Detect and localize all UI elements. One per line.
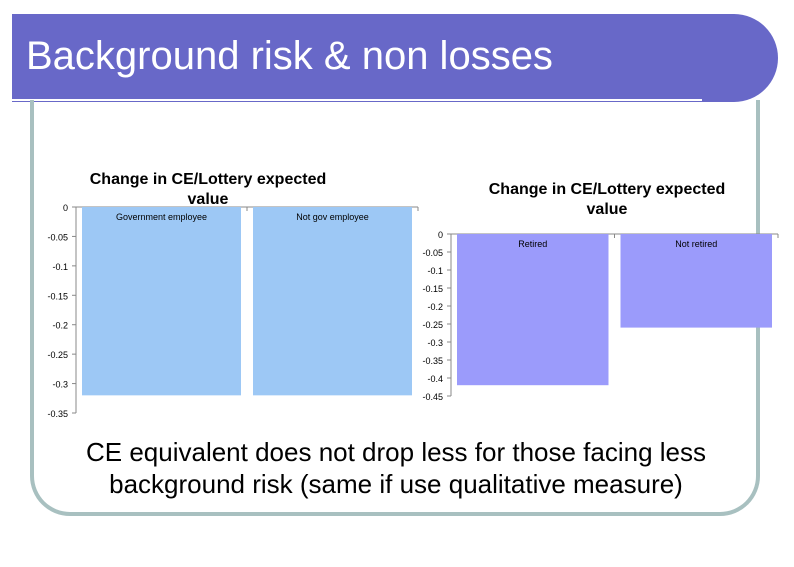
- chart-right-y-tick-label: -0.25: [422, 320, 443, 330]
- chart-left-category-label: Not gov employee: [296, 212, 369, 222]
- chart-right-y-tick-label: -0.35: [422, 356, 443, 366]
- chart-left-y-tick-label: -0.05: [47, 232, 68, 242]
- chart-left-y-tick-label: -0.15: [47, 291, 68, 301]
- chart-right-y-tick-label: -0.2: [427, 302, 443, 312]
- chart-right-y-tick-label: -0.45: [422, 392, 443, 402]
- chart-right-title-line-1: Change in CE/Lottery expected: [489, 181, 726, 198]
- chart-right-y-tick-label: -0.05: [422, 248, 443, 258]
- chart-left-y-tick-label: -0.3: [52, 380, 68, 390]
- chart-right-category-label: Retired: [518, 239, 547, 249]
- chart-right-svg: Change in CE/Lottery expected value 0 -0.05…: [422, 181, 779, 402]
- chart-left-svg: Change in CE/Lottery expected value 0 -0.05…: [47, 171, 419, 419]
- title-underline: [12, 99, 702, 101]
- title-banner: [12, 14, 778, 102]
- chart-left-bar: [253, 207, 412, 396]
- chart-right-y-tick-label: -0.4: [427, 374, 443, 384]
- chart-left-y-tick-label: 0: [63, 203, 68, 213]
- chart-left-bar: [82, 207, 241, 396]
- chart-right-y-tick-label: -0.1: [427, 266, 443, 276]
- slide-caption: CE equivalent does not drop less for tho…: [85, 437, 707, 499]
- chart-left: Change in CE/Lottery expected value 0 -0.05…: [0, 160, 419, 430]
- chart-right-y-tick-label: 0: [438, 230, 443, 240]
- chart-right-title-line-2: value: [587, 201, 628, 218]
- chart-left-title-line-1: Change in CE/Lottery expected: [90, 171, 327, 188]
- chart-left-y-tick-label: -0.25: [47, 350, 68, 360]
- chart-left-y-tick-label: -0.35: [47, 409, 68, 419]
- chart-left-category-label: Government employee: [116, 212, 207, 222]
- chart-left-y-tick-label: -0.1: [52, 262, 68, 272]
- slide-title: Background risk & non losses: [26, 34, 553, 78]
- chart-right: Change in CE/Lottery expected value 0 -0.05…: [400, 170, 794, 410]
- chart-right-bar: [620, 234, 772, 328]
- chart-right-bar: [457, 234, 609, 386]
- chart-left-title-line-2: value: [188, 191, 229, 208]
- chart-right-y-tick-label: -0.15: [422, 284, 443, 294]
- chart-left-y-tick-label: -0.2: [52, 321, 68, 331]
- chart-right-category-label: Not retired: [675, 239, 717, 249]
- chart-right-y-tick-label: -0.3: [427, 338, 443, 348]
